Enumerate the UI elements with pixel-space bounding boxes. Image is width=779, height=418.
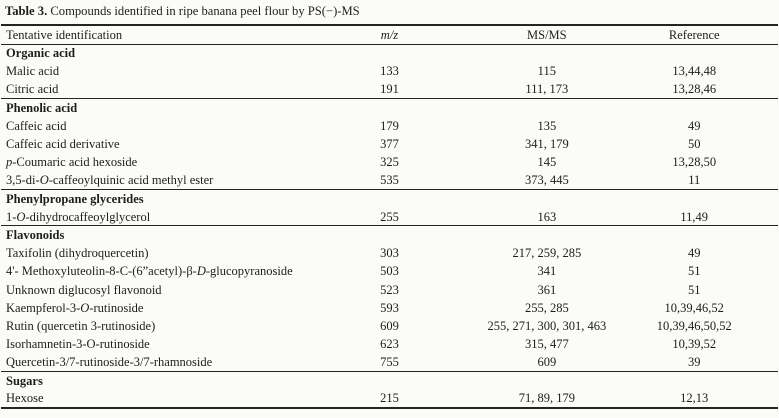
section-title: Sugars <box>6 373 43 388</box>
mz-cell: 191 <box>380 82 399 97</box>
msms-cell: 115 <box>537 64 556 79</box>
table-row: 1-O-dihydrocaffeoylglycerol 255 163 11,49 <box>1 208 778 226</box>
mz-cell: 593 <box>380 300 399 315</box>
table-row: Citric acid 191 111, 173 13,28,46 <box>1 80 778 98</box>
msms-cell: 111, 173 <box>525 82 569 97</box>
msms-cell: 609 <box>537 355 557 370</box>
section-title: Flavonoids <box>6 228 65 243</box>
compound-name-cell: Hexose <box>6 391 44 406</box>
table-row: Malic acid 133 115 13,44,48 <box>1 62 778 80</box>
col-header-msms: MS/MS <box>527 27 567 42</box>
section-row: Phenylpropane glycerides <box>1 189 778 208</box>
msms-cell: 341, 179 <box>524 137 569 152</box>
reference-cell: 11 <box>688 173 701 188</box>
section-row: Flavonoids <box>1 225 778 244</box>
reference-cell: 13,28,50 <box>672 155 717 170</box>
table-caption-label: Table 3. <box>5 4 48 18</box>
section-title: Organic acid <box>6 46 76 61</box>
table-row: Kaempferol-3-O-rutinoside 593 255, 285 10,3… <box>1 299 778 317</box>
table-row: 3,5-di-O-caffeoylquinic acid methyl este… <box>1 171 778 189</box>
header-row: Tentative identification m/z MS/MS Refer… <box>1 25 778 44</box>
msms-cell: 255, 285 <box>524 300 569 315</box>
compound-name-cell: Caffeic acid <box>6 118 67 133</box>
reference-cell: 13,44,48 <box>672 64 717 79</box>
msms-cell: 217, 259, 285 <box>512 246 582 261</box>
reference-cell: 10,39,52 <box>672 337 717 352</box>
table-row: Taxifolin (dihydroquercetin) 303 217, 259,… <box>1 244 778 262</box>
section-row: Organic acid <box>1 44 778 62</box>
table-row: 4'- Methoxyluteolin-8-C-(6”acetyl)-β-D-g… <box>1 262 778 280</box>
section-title: Phenylpropane glycerides <box>6 191 144 206</box>
mz-cell: 377 <box>380 137 399 152</box>
mz-cell: 215 <box>380 391 399 406</box>
compound-name-cell: Isorhamnetin-3-O-rutinoside <box>6 337 150 352</box>
col-header-tentative-identification: Tentative identification <box>6 27 123 42</box>
mz-cell: 523 <box>380 282 399 297</box>
compound-name-cell: Caffeic acid derivative <box>6 137 120 152</box>
mz-cell: 535 <box>380 173 399 188</box>
msms-cell: 163 <box>537 209 557 224</box>
reference-cell: 10,39,46,52 <box>664 300 724 315</box>
table-header: Tentative identification m/z MS/MS Refer… <box>1 25 778 44</box>
mz-cell: 325 <box>380 155 399 170</box>
mz-cell: 755 <box>380 355 399 370</box>
mz-cell: 609 <box>380 318 399 333</box>
mz-cell: 133 <box>380 64 399 79</box>
compound-name-cell: 4'- Methoxyluteolin-8-C-(6”acetyl)-β-D-g… <box>6 264 293 279</box>
msms-cell: 361 <box>537 282 557 297</box>
reference-cell: 51 <box>687 282 701 297</box>
reference-cell: 11,49 <box>680 209 709 224</box>
compound-name-cell: p-Coumaric acid hexoside <box>6 155 138 170</box>
col-header-mz: m/z <box>380 27 399 42</box>
msms-cell: 135 <box>537 118 557 133</box>
msms-cell: 373, 445 <box>524 173 569 188</box>
compound-name-cell: 3,5-di-O-caffeoylquinic acid methyl este… <box>6 173 214 188</box>
mz-cell: 503 <box>380 264 399 279</box>
msms-cell: 145 <box>537 155 557 170</box>
table-caption-text: Compounds identified in ripe banana peel… <box>47 4 360 18</box>
reference-cell: 39 <box>687 355 701 370</box>
mz-cell: 255 <box>380 209 399 224</box>
mz-cell: 303 <box>380 246 399 261</box>
table-body: Organic acid Malic acid 133 115 13,44,48 Citr… <box>1 44 778 408</box>
table-row: p-Coumaric acid hexoside 325 145 13,28,50 <box>1 153 778 171</box>
reference-cell: 51 <box>687 264 701 279</box>
compound-name-cell: Malic acid <box>6 64 60 79</box>
reference-cell: 12,13 <box>680 391 709 406</box>
compounds-table: Tentative identification m/z MS/MS Refer… <box>1 24 778 409</box>
table-row: Isorhamnetin-3-O-rutinoside 623 315, 477 10… <box>1 335 778 353</box>
reference-cell: 13,28,46 <box>672 82 717 97</box>
msms-cell: 315, 477 <box>524 337 569 352</box>
table-row: Caffeic acid 179 135 49 <box>1 117 778 135</box>
table-row: Caffeic acid derivative 377 341, 179 50 <box>1 135 778 153</box>
compound-name-cell: Unknown diglucosyl flavonoid <box>6 282 162 297</box>
msms-cell: 341 <box>537 264 557 279</box>
compound-name-cell: Citric acid <box>6 82 59 97</box>
table-row: Unknown diglucosyl flavonoid 523 361 51 <box>1 280 778 298</box>
table-caption: Table 3. Compounds identified in ripe ba… <box>0 0 779 24</box>
mz-cell: 179 <box>380 118 399 133</box>
msms-cell: 255, 271, 300, 301, 463 <box>487 318 607 333</box>
col-header-reference: Reference <box>668 27 720 42</box>
reference-cell: 49 <box>687 118 701 133</box>
compound-name-cell: Quercetin-3/7-rutinoside-3/7-rhamnoside <box>6 355 213 370</box>
section-title: Phenolic acid <box>6 100 78 115</box>
compound-name-cell: 1-O-dihydrocaffeoylglycerol <box>6 209 151 224</box>
compound-name-cell: Taxifolin (dihydroquercetin) <box>6 246 149 261</box>
section-row: Phenolic acid <box>1 98 778 117</box>
reference-cell: 49 <box>687 246 701 261</box>
reference-cell: 10,39,46,50,52 <box>656 318 732 333</box>
compound-name-cell: Kaempferol-3-O-rutinoside <box>6 300 144 315</box>
table-row: Rutin (quercetin 3-rutinoside) 609 255, 27… <box>1 317 778 335</box>
msms-cell: 71, 89, 179 <box>518 391 575 406</box>
section-row: Sugars <box>1 371 778 389</box>
table-row: Quercetin-3/7-rutinoside-3/7-rhamnoside 7… <box>1 353 778 371</box>
compound-name-cell: Rutin (quercetin 3-rutinoside) <box>6 318 156 333</box>
mz-cell: 623 <box>380 337 399 352</box>
reference-cell: 50 <box>687 137 701 152</box>
table-row: Hexose 215 71, 89, 179 12,13 <box>1 390 778 408</box>
